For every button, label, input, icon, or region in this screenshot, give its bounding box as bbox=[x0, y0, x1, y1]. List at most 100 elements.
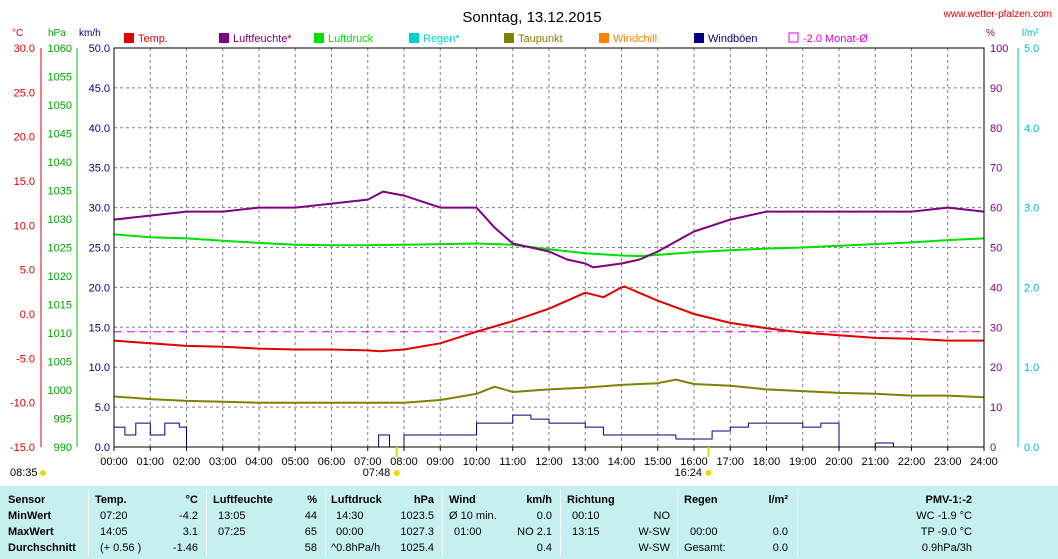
stats-pressure-trend: ^0.8hPa/h bbox=[331, 542, 381, 554]
legend-swatch bbox=[504, 33, 514, 43]
time-tick-label: 01:00 bbox=[136, 456, 164, 468]
stats-divider bbox=[677, 490, 678, 556]
legend-label: Windböen bbox=[708, 33, 758, 45]
stats-divider bbox=[325, 490, 326, 556]
humidity-axis-unit: % bbox=[986, 28, 995, 39]
humidity-tick-label: 0 bbox=[990, 442, 996, 454]
rain-tick-label: 2.0 bbox=[1024, 282, 1039, 294]
series-line-pressure bbox=[113, 233, 985, 258]
pressure-tick-label: 1030 bbox=[48, 214, 72, 226]
stats-humidity-time: 07:25 bbox=[218, 526, 246, 538]
site-link[interactable]: www.wetter-pfalzen.com bbox=[943, 9, 1052, 20]
stats-humidity-value: 58 bbox=[304, 542, 317, 554]
time-tick-label: 21:00 bbox=[861, 456, 889, 468]
series-line-humidity bbox=[113, 190, 985, 269]
wind-tick-label: 50.0 bbox=[89, 43, 110, 55]
stats-humidity-time: 13:05 bbox=[218, 510, 246, 522]
time-tick-label: 02:00 bbox=[173, 456, 201, 468]
time-tick-label: 22:00 bbox=[898, 456, 926, 468]
humidity-tick-label: 90 bbox=[990, 83, 1002, 95]
temp-tick-label: 10.0 bbox=[14, 220, 35, 232]
wind-tick-label: 20.0 bbox=[89, 282, 110, 294]
rain-tick-label: 0.0 bbox=[1024, 442, 1039, 454]
time-tick-label: 15:00 bbox=[644, 456, 672, 468]
wind-tick-label: 30.0 bbox=[89, 203, 110, 215]
stats-divider bbox=[88, 490, 89, 556]
stats-rain-unit: l/m² bbox=[768, 494, 788, 506]
humidity-tick-label: 80 bbox=[990, 123, 1002, 135]
time-tick-label: 04:00 bbox=[245, 456, 273, 468]
stats-humidity-header: Luftfeuchte bbox=[213, 494, 273, 506]
y-axis-ticks: 30.0 25.0 20.0 15.0 10.0 5.0 0.0 -5.0 -10.0 -15.0… bbox=[10, 43, 1039, 454]
stats-pmv-value: WC -1.9 °C bbox=[916, 510, 972, 522]
legend-label: -2.0 Monat-Ø bbox=[803, 33, 868, 45]
legend: Temp. Luftfeuchte* Luftdruck Regen* Taupunkt… bbox=[124, 32, 868, 45]
pressure-tick-label: 1020 bbox=[48, 271, 72, 283]
stats-divider bbox=[560, 490, 561, 556]
legend-label: Windchill bbox=[613, 33, 657, 45]
plot-frame bbox=[113, 47, 985, 448]
stats-wind-time: 01:00 bbox=[454, 526, 482, 538]
time-tick-label: 16:00 bbox=[680, 456, 708, 468]
stats-wind-label: Ø 10 min. bbox=[449, 510, 497, 522]
legend-label: Taupunkt bbox=[518, 33, 563, 45]
time-tick-label: 03:00 bbox=[209, 456, 237, 468]
stats-pmv-value: 0.9hPa/3h bbox=[921, 542, 972, 554]
wind-tick-label: 5.0 bbox=[95, 402, 110, 414]
weather-chart: Sonntag, 13.12.2015 www.wetter-pfalzen.c… bbox=[10, 9, 1052, 479]
temp-tick-label: 30.0 bbox=[14, 43, 35, 55]
temp-axis-unit: °C bbox=[12, 28, 23, 39]
stats-temp-header: Temp. bbox=[95, 494, 127, 506]
legend-label: Temp. bbox=[138, 33, 168, 45]
pressure-tick-label: 1025 bbox=[48, 243, 72, 255]
series-line-gusts bbox=[114, 414, 984, 448]
humidity-tick-label: 10 bbox=[990, 402, 1002, 414]
temp-tick-label: 15.0 bbox=[14, 176, 35, 188]
pressure-tick-label: 1060 bbox=[48, 43, 72, 55]
legend-swatch bbox=[694, 33, 704, 43]
wind-tick-label: 35.0 bbox=[89, 163, 110, 175]
stats-direction-time: 00:10 bbox=[572, 510, 600, 522]
sun-icon bbox=[705, 470, 712, 476]
pressure-tick-label: 995 bbox=[54, 414, 72, 426]
pressure-tick-label: 1055 bbox=[48, 72, 72, 84]
time-tick-label: 18:00 bbox=[753, 456, 781, 468]
humidity-tick-label: 70 bbox=[990, 163, 1002, 175]
stats-pressure-unit: hPa bbox=[413, 494, 434, 506]
legend-swatch bbox=[219, 33, 229, 43]
wind-tick-label: 10.0 bbox=[89, 362, 110, 374]
pressure-tick-label: 1010 bbox=[48, 328, 72, 340]
wind-tick-label: 25.0 bbox=[89, 243, 110, 255]
humidity-tick-label: 30 bbox=[990, 322, 1002, 334]
time-tick-label: 14:00 bbox=[608, 456, 636, 468]
stats-rain-time: 00:00 bbox=[690, 526, 718, 538]
stats-direction-header: Richtung bbox=[567, 494, 615, 506]
time-tick-label: 17:00 bbox=[716, 456, 744, 468]
sun-icon bbox=[40, 470, 46, 476]
pressure-axis-unit: hPa bbox=[48, 28, 66, 39]
time-tick-label: 07:00 bbox=[354, 456, 382, 468]
marker-label: 07:48 bbox=[363, 467, 391, 479]
pressure-tick-label: 990 bbox=[54, 442, 72, 454]
time-tick-label: 11:00 bbox=[499, 456, 526, 468]
stats-humidity-unit: % bbox=[307, 494, 317, 506]
pressure-tick-label: 1040 bbox=[48, 157, 72, 169]
rain-tick-label: 5.0 bbox=[1024, 43, 1039, 55]
legend-swatch bbox=[599, 33, 609, 43]
humidity-tick-label: 20 bbox=[990, 362, 1002, 374]
stats-humidity-value: 44 bbox=[304, 510, 317, 522]
stats-pressure-value: 1023.5 bbox=[400, 510, 434, 522]
stats-wind-value: 0.0 bbox=[536, 510, 552, 522]
time-tick-label: 13:00 bbox=[571, 456, 599, 468]
stats-rain-value: 0.0 bbox=[772, 542, 788, 554]
legend-label: Luftfeuchte* bbox=[233, 33, 292, 45]
stats-divider bbox=[797, 490, 798, 556]
rain-tick-label: 3.0 bbox=[1024, 203, 1039, 215]
stats-rain-value: 0.0 bbox=[772, 526, 788, 538]
time-tick-label: 05:00 bbox=[281, 456, 309, 468]
stats-direction-value: W-SW bbox=[638, 542, 670, 554]
pressure-tick-label: 1035 bbox=[48, 186, 72, 198]
temp-tick-label: -15.0 bbox=[10, 442, 35, 454]
temp-tick-label: 20.0 bbox=[14, 132, 35, 144]
stats-row-label: Durchschnitt bbox=[8, 542, 76, 554]
